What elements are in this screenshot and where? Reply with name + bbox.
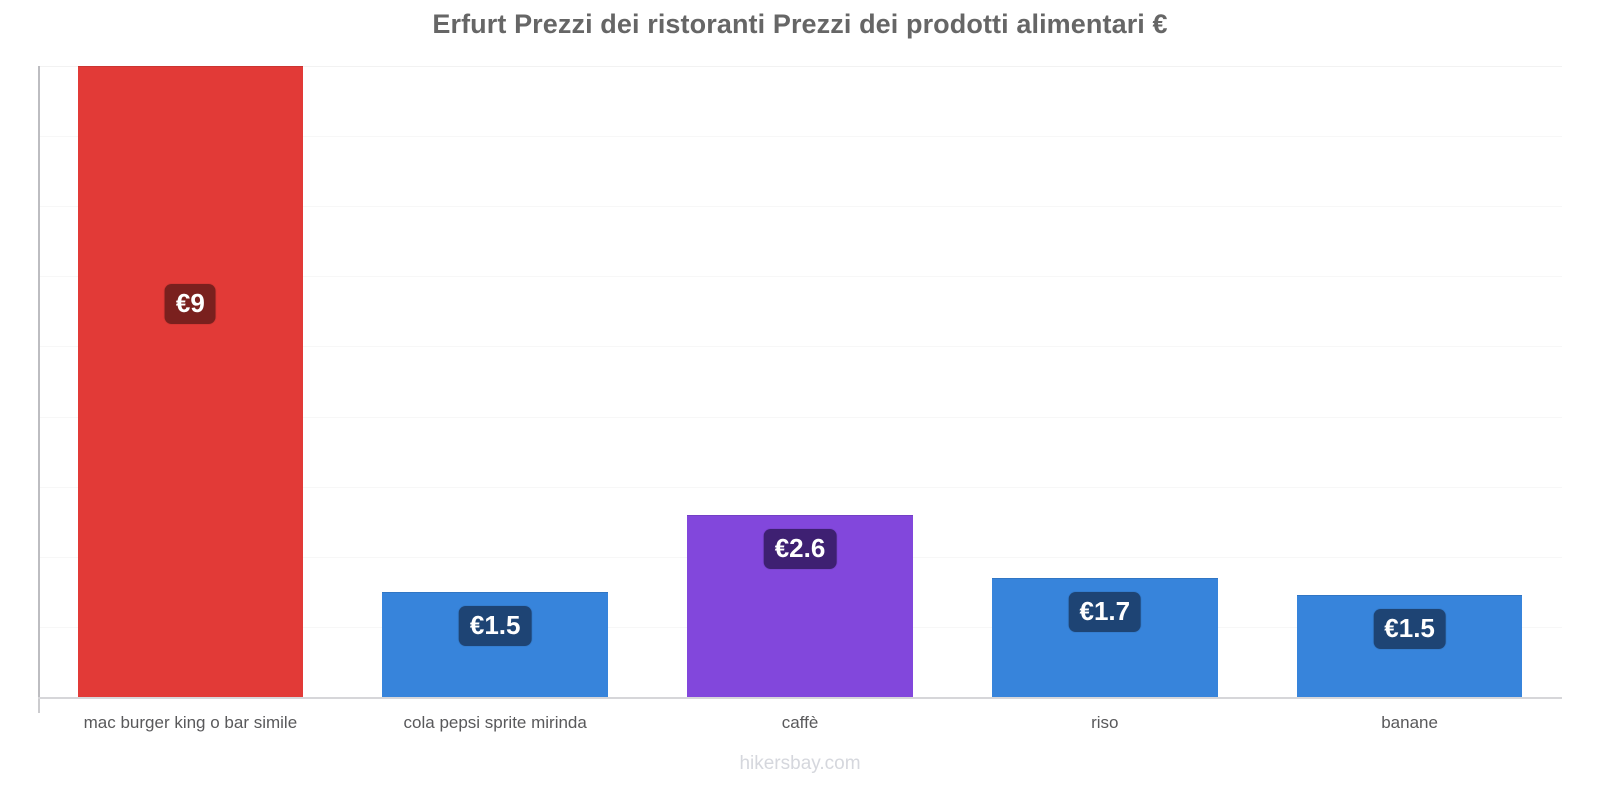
bar-top-edge — [382, 591, 608, 593]
y-axis-tick-text: 6 — [0, 266, 12, 286]
y-axis-line — [38, 66, 40, 699]
footer-credit: hikersbay.com — [739, 753, 861, 774]
bar-value-label: €2.6 — [763, 528, 837, 569]
bar-top-edge — [992, 577, 1218, 579]
y-axis-tick-text: 7 — [0, 196, 12, 216]
chart-title: Erfurt Prezzi dei ristoranti Prezzi dei … — [432, 9, 1168, 39]
x-axis-category-label: riso — [1091, 713, 1119, 732]
bar-value-label: €1.5 — [1373, 609, 1446, 650]
bar-value-label: €1.5 — [458, 605, 532, 646]
gridline — [38, 276, 1562, 278]
plot-area: €9 €1.5 €2.6 €1.7 €1.5 — [38, 66, 1562, 697]
y-axis-tick-text: 2 — [0, 547, 12, 567]
bar-value-label: €1.7 — [1068, 591, 1142, 632]
y-axis-tick-text: 0 — [0, 687, 12, 707]
y-axis-tick-text: 3 — [0, 477, 12, 497]
gridline — [38, 346, 1562, 348]
y-axis-tick-text: 4 — [0, 407, 12, 427]
bar[interactable] — [77, 66, 304, 697]
gridline — [38, 486, 1562, 488]
x-axis-category-label: caffè — [781, 713, 819, 732]
x-axis-category-label: banane — [1381, 713, 1438, 732]
y-axis-tick-text: 8 — [0, 126, 12, 146]
y-axis-tick-text: 5 — [0, 336, 12, 356]
x-axis-category-label: cola pepsi sprite mirinda — [403, 713, 587, 732]
gridline — [38, 416, 1562, 418]
y-axis-tick-text: 1 — [0, 617, 12, 637]
bar-value-label: €9 — [164, 284, 216, 324]
x-axis-category-label: mac burger king o bar simile — [83, 713, 298, 732]
bar-top-edge — [687, 514, 913, 516]
bar-top-edge — [77, 66, 304, 67]
x-axis-line — [38, 697, 1562, 699]
bar-top-edge — [1296, 595, 1523, 597]
gridline — [38, 136, 1562, 138]
y-axis-tick-text: 9 — [0, 56, 12, 76]
y-axis-tick-stub — [38, 699, 40, 713]
gridline — [38, 206, 1562, 208]
gridline — [38, 66, 1562, 67]
